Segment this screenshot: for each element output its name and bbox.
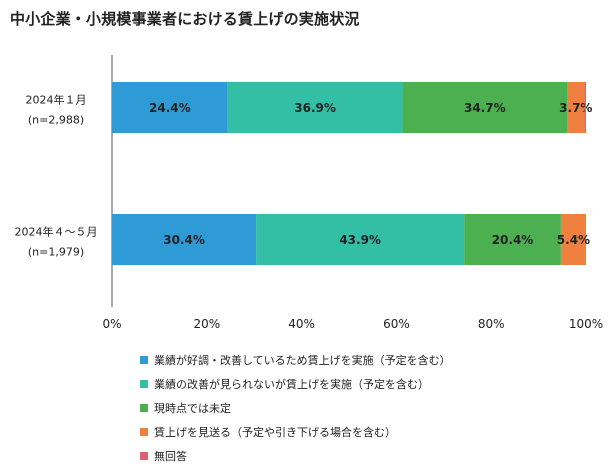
bar-segment [256, 214, 465, 265]
legend-label: 現時点では未定 [154, 402, 231, 415]
data-label: 43.9% [339, 233, 381, 247]
data-label: 5.4% [557, 233, 590, 247]
chart-title: 中小企業・小規模事業者における賃上げの実施状況 [10, 10, 360, 28]
stacked-bar-chart: 2024年１月 (n=2,988) 2024年４～５月 (n=1,979) 24.4% 3… [15, 55, 603, 331]
legend-item: 賃上げを見送る（予定や引き下げる場合を含む） [140, 420, 451, 444]
legend-item: 業績の改善が見られないが賃上げを実施（予定を含む） [140, 372, 451, 396]
x-tick-label: 20% [193, 317, 220, 331]
x-tick-label: 40% [288, 317, 315, 331]
legend-label: 業績が好調・改善しているため賃上げを実施（予定を含む） [154, 354, 451, 367]
legend-item: 無回答 [140, 444, 451, 468]
legend-swatch [140, 356, 148, 364]
bar-segment [112, 82, 228, 133]
legend-swatch [140, 452, 148, 460]
legend-item: 業績が好調・改善しているため賃上げを実施（予定を含む） [140, 348, 451, 372]
legend-label: 無回答 [154, 450, 187, 463]
category-n-label: (n=2,988) [28, 114, 84, 127]
data-label: 30.4% [163, 233, 205, 247]
data-label: 24.4% [149, 101, 191, 115]
x-tick-label: 60% [383, 317, 410, 331]
x-tick-label: 100% [569, 317, 603, 331]
legend-swatch [140, 380, 148, 388]
bar-segment [567, 82, 585, 133]
bar-segment [112, 214, 257, 265]
data-label: 3.7% [559, 101, 592, 115]
bar-segment [464, 214, 561, 265]
chart-legend: 業績が好調・改善しているため賃上げを実施（予定を含む） 業績の改善が見られないが賃… [140, 348, 451, 468]
bar-segment [584, 82, 586, 133]
category-label: 2024年４～５月 [15, 225, 98, 239]
category-n-label: (n=1,979) [28, 246, 84, 259]
bar-segment [227, 82, 403, 133]
legend-swatch [140, 404, 148, 412]
data-label: 20.4% [492, 233, 534, 247]
category-label: 2024年１月 [26, 93, 87, 107]
legend-item: 現時点では未定 [140, 396, 451, 420]
legend-swatch [140, 428, 148, 436]
bar-segment [402, 82, 568, 133]
legend-label: 業績の改善が見られないが賃上げを実施（予定を含む） [154, 378, 429, 391]
bar-segment [560, 214, 586, 265]
data-label: 34.7% [464, 101, 506, 115]
data-label: 36.9% [294, 101, 336, 115]
legend-label: 賃上げを見送る（予定や引き下げる場合を含む） [154, 426, 396, 439]
x-tick-label: 0% [102, 317, 121, 331]
x-tick-label: 80% [478, 317, 505, 331]
